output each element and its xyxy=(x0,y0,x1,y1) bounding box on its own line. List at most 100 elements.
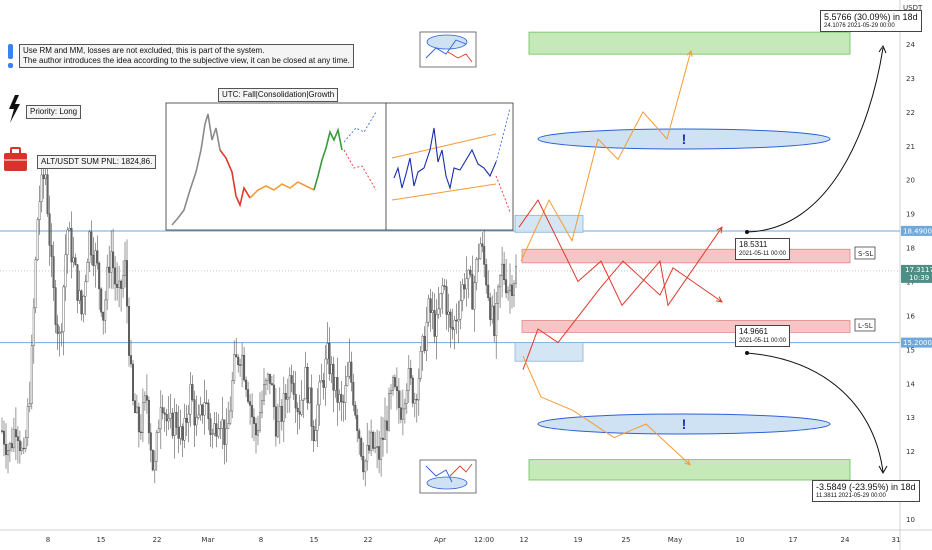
panel-channel-price xyxy=(393,127,497,191)
y-tick-label: 14 xyxy=(906,380,915,388)
candle xyxy=(252,408,255,442)
svg-text:17.3117: 17.3117 xyxy=(905,266,932,274)
candle xyxy=(320,363,323,383)
candle xyxy=(467,269,470,299)
candle xyxy=(18,430,21,464)
candle xyxy=(211,428,214,449)
upper-target-zone[interactable] xyxy=(528,31,851,55)
candle xyxy=(435,299,438,360)
red-lower-projection[interactable] xyxy=(522,260,723,370)
candle xyxy=(288,367,291,413)
panel-red-dashed xyxy=(343,149,377,191)
candle xyxy=(42,164,45,199)
y-tick-label: 22 xyxy=(906,109,915,117)
upper-measure-start-dot xyxy=(745,230,749,234)
candle xyxy=(266,372,269,390)
candle xyxy=(10,427,13,452)
x-tick-label: Mar xyxy=(201,536,214,544)
s-sl-label: S-SL xyxy=(858,250,873,258)
candle xyxy=(487,270,490,302)
candle xyxy=(133,393,136,414)
candle xyxy=(139,414,142,440)
candle xyxy=(312,420,315,453)
candle xyxy=(501,246,504,298)
red-upper-arrowhead xyxy=(716,226,723,234)
candle xyxy=(209,413,212,447)
orange-up-projection[interactable] xyxy=(520,50,692,262)
priority-note: Priority: Long xyxy=(26,105,82,119)
candle xyxy=(137,402,140,448)
candle xyxy=(433,293,436,343)
y-tick-label: 23 xyxy=(906,75,915,83)
candle xyxy=(179,409,182,445)
candle xyxy=(350,351,353,392)
lower-measure-arrow xyxy=(878,465,888,475)
candle xyxy=(203,379,206,435)
fall-scenario-icon xyxy=(419,459,477,494)
short-stop-loss-zone[interactable] xyxy=(521,248,851,264)
candle xyxy=(411,375,414,408)
candle xyxy=(243,346,246,382)
candle xyxy=(298,394,301,430)
candle xyxy=(515,254,518,289)
candle xyxy=(195,395,198,436)
candle xyxy=(384,397,387,440)
candle xyxy=(395,367,398,410)
candle xyxy=(294,371,297,423)
candle xyxy=(50,223,53,277)
candle xyxy=(237,354,240,373)
candle xyxy=(112,228,115,289)
candle xyxy=(393,374,396,390)
candle xyxy=(106,254,109,310)
lightning-icon xyxy=(9,95,20,123)
candle xyxy=(191,375,194,402)
upper-measure-arc[interactable] xyxy=(746,47,884,233)
candle xyxy=(185,405,188,436)
candle xyxy=(254,417,257,454)
candle xyxy=(225,408,228,463)
candle xyxy=(52,241,55,301)
y-axis: 101112131415161718192021222324 xyxy=(906,41,915,524)
svg-text:18.4900: 18.4900 xyxy=(903,227,932,235)
candle xyxy=(110,230,113,289)
lower-attention-ellipse[interactable] xyxy=(537,413,831,435)
red-lower-arrowhead xyxy=(716,296,723,303)
upper-entry-zone[interactable] xyxy=(514,214,584,233)
candle xyxy=(356,408,359,443)
orange-down-projection[interactable] xyxy=(522,355,691,466)
candle xyxy=(423,326,426,354)
intro-note: Use RM and MM, losses are not excluded, … xyxy=(19,44,354,68)
upper-measure-arrow xyxy=(878,44,887,54)
candle xyxy=(70,211,73,279)
candle xyxy=(360,436,363,461)
lower-measure-arc[interactable] xyxy=(746,352,884,473)
x-tick-label: 8 xyxy=(259,536,263,544)
candle xyxy=(159,390,162,449)
candle xyxy=(28,381,31,413)
long-stop-loss-zone[interactable] xyxy=(521,320,851,333)
upper-attention-ellipse[interactable] xyxy=(537,128,831,150)
red-upper-projection[interactable] xyxy=(518,199,723,307)
candle xyxy=(322,372,325,400)
candle xyxy=(108,245,111,289)
s-sl-label-box: S-SL xyxy=(854,246,876,260)
candle xyxy=(374,431,377,454)
candle xyxy=(461,278,464,312)
candle xyxy=(386,405,389,454)
svg-text:10:39: 10:39 xyxy=(909,274,929,282)
candle xyxy=(149,423,152,463)
candle xyxy=(177,405,180,454)
candle xyxy=(3,420,6,457)
current-price-label: 17.3117 10:39 xyxy=(901,264,932,283)
candle xyxy=(475,256,478,291)
bottom-target-line-1: -3.5849 (-23.95%) in 18d xyxy=(816,482,916,492)
lower-target-zone[interactable] xyxy=(528,459,851,481)
candle xyxy=(425,306,428,361)
candle xyxy=(217,414,220,439)
candle xyxy=(439,292,442,318)
lower-entry-zone[interactable] xyxy=(514,342,584,362)
candle xyxy=(449,308,452,348)
candle xyxy=(300,380,303,417)
x-tick-label: 24 xyxy=(841,536,850,544)
